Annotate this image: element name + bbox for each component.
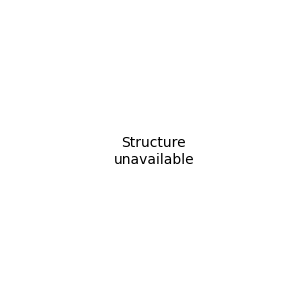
Text: Structure
unavailable: Structure unavailable (113, 136, 194, 166)
